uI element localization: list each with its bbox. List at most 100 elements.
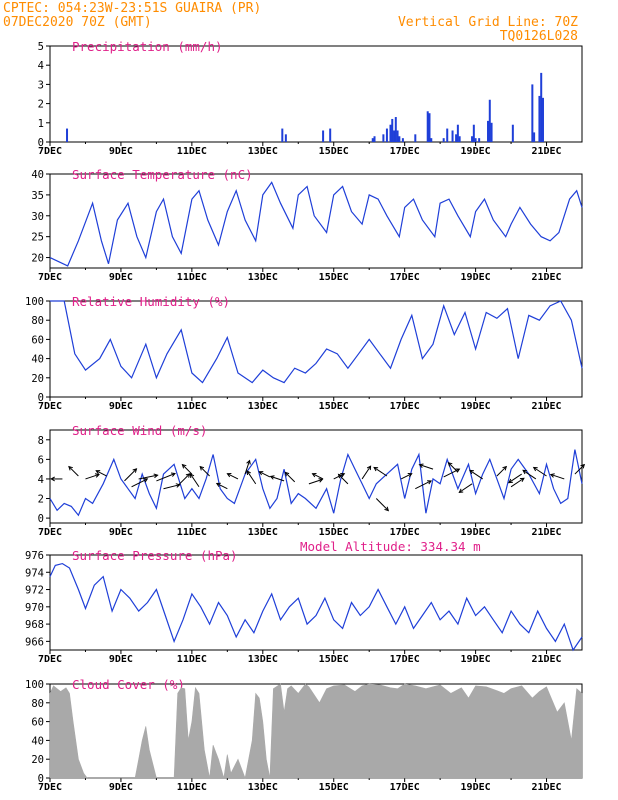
wind-arrow-head: [384, 506, 390, 512]
precip-xtick-label: 7DEC: [38, 146, 62, 157]
precip-bar: [401, 138, 404, 142]
precip-bar: [430, 138, 433, 142]
rh-xtick-label: 7DEC: [38, 401, 62, 412]
precip-bar: [442, 138, 445, 142]
wind-arrow-shaft: [550, 473, 565, 480]
wind-series-line: [49, 449, 583, 517]
wind-arrow-head: [447, 461, 453, 467]
wind-xtick-label: 17DEC: [390, 527, 420, 538]
pressure-xtick-label: 15DEC: [319, 654, 349, 665]
precip-bar: [322, 130, 325, 142]
temp-xtick-label: 11DEC: [177, 272, 207, 283]
wind-arrow-shaft: [156, 473, 176, 482]
wind-arrow-head: [226, 473, 232, 478]
wind-arrow-shaft: [522, 470, 537, 480]
precip-bar: [456, 124, 459, 142]
wind-arrow-shaft: [469, 470, 483, 480]
cloud-series-area: [49, 683, 583, 780]
wind-arrow-head: [189, 473, 195, 479]
wind-arrow-shaft: [138, 474, 158, 480]
precip-bar: [389, 124, 392, 142]
cloud-ytick-label: 40: [31, 735, 44, 747]
cloud-panel: 0 20 40 60 80 100 7DEC 9DEC 11DEC 13DEC 15DEC 17DEC…: [25, 677, 583, 793]
wind-arrow-head: [181, 463, 187, 469]
wind-arrow-shaft: [216, 483, 228, 490]
precip-bar: [391, 118, 394, 142]
wind-arrow-shaft: [508, 473, 522, 483]
cloud-ytick-label: 100: [25, 679, 44, 691]
wind-arrow-head: [132, 468, 138, 473]
precip-bar: [533, 132, 536, 142]
wind-arrow-head: [458, 488, 464, 493]
wind-arrow-head: [407, 473, 413, 478]
pressure-ytick-label: 966: [25, 636, 44, 648]
precip-bar: [394, 117, 397, 142]
pressure-annotation: Model Altitude: 334.34 m: [300, 539, 481, 554]
wind-arrow-shaft: [284, 472, 296, 483]
precip-bar: [531, 84, 534, 142]
pressure-ytick-label: 968: [25, 619, 44, 631]
precip-title: Precipitation (mm/h): [72, 39, 223, 54]
wind-panel: 0 2 4 6 8 7DEC 9DEC 11DEC 13DEC 15DEC 17DEC 19DEC 21…: [38, 423, 586, 538]
precip-bar: [451, 130, 454, 142]
wind-arrow-shaft: [85, 473, 100, 480]
precip-bar: [66, 128, 69, 142]
wind-arrow-shaft: [375, 498, 389, 511]
wind-arrow-head: [215, 482, 221, 487]
temp-xtick-label: 13DEC: [248, 272, 278, 283]
wind-arrow-shaft: [496, 466, 507, 477]
wind-arrow-shaft: [574, 464, 585, 475]
precip-bar: [396, 130, 399, 142]
precip-bar: [329, 128, 332, 142]
wind-arrow-head: [427, 480, 433, 485]
wind-arrow-head: [318, 478, 324, 483]
precip-ytick-label: 3: [38, 79, 44, 91]
wind-arrow-head: [269, 475, 275, 480]
wind-arrow-shaft: [415, 480, 432, 490]
temp-xtick-label: 15DEC: [319, 272, 349, 283]
header-date: 07DEC2020 70Z (GMT): [3, 15, 152, 30]
wind-arrow-shaft: [448, 462, 459, 473]
precip-xtick-label: 17DEC: [390, 146, 420, 157]
wind-ytick-label: 8: [38, 435, 44, 447]
wind-ytick-label: 6: [38, 454, 44, 466]
pressure-xtick-label: 7DEC: [38, 654, 62, 665]
precip-bar: [474, 138, 477, 142]
temp-title: Surface Temperature (nC): [72, 167, 253, 182]
rh-ytick-label: 20: [31, 373, 44, 385]
wind-arrow-head: [580, 463, 586, 469]
wind-arrow-head: [455, 468, 461, 473]
wind-arrow-head: [532, 466, 538, 472]
wind-ytick-label: 4: [38, 474, 44, 486]
wind-arrow-head: [175, 483, 181, 488]
rh-ytick-label: 100: [25, 296, 44, 308]
wind-arrow-shaft: [458, 483, 473, 493]
precip-ytick-label: 0: [38, 137, 44, 149]
precip-bar: [371, 138, 374, 142]
wind-arrow-head: [337, 473, 343, 479]
rh-ytick-label: 0: [38, 392, 44, 404]
wind-arrow-shaft: [68, 466, 79, 477]
rh-ytick-label: 60: [31, 334, 44, 346]
pressure-xtick-label: 9DEC: [109, 654, 133, 665]
temp-ytick-label: 35: [31, 190, 44, 202]
pressure-panel: 966 968 970 972 974 976 7DEC 9DEC 11DEC 13DEC 15DE…: [25, 548, 583, 665]
precip-ytick-label: 4: [38, 60, 44, 72]
wind-xtick-label: 11DEC: [177, 527, 207, 538]
precip-bar: [471, 136, 474, 142]
pressure-xtick-label: 21DEC: [531, 654, 561, 665]
wind-arrow-head: [50, 476, 55, 482]
wind-arrow-head: [94, 473, 100, 478]
header-grid-label: Vertical Grid Line: 70Z: [398, 15, 578, 30]
temp-xtick-label: 7DEC: [38, 272, 62, 283]
cloud-ytick-label: 20: [31, 754, 44, 766]
rh-xtick-label: 17DEC: [390, 401, 420, 412]
wind-arrow-head: [418, 463, 424, 468]
precip-bar: [538, 95, 541, 142]
cloud-xtick-label: 7DEC: [38, 782, 62, 793]
wind-arrow-head: [284, 471, 290, 477]
temp-series-line: [49, 181, 583, 267]
cloud-xtick-label: 9DEC: [109, 782, 133, 793]
precip-xtick-label: 19DEC: [461, 146, 491, 157]
